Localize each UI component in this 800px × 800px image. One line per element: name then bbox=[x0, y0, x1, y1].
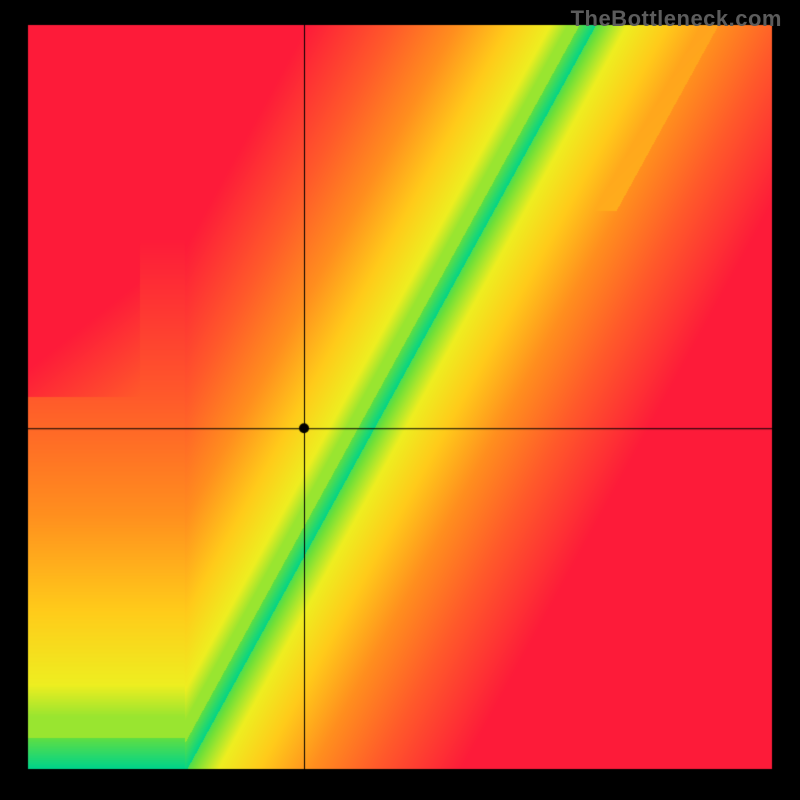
bottleneck-heatmap bbox=[0, 0, 800, 800]
watermark-text: TheBottleneck.com bbox=[571, 6, 782, 32]
